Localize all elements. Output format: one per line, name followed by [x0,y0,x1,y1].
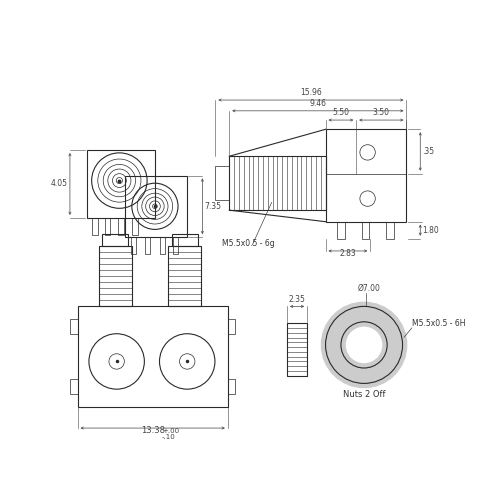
Text: -.10: -.10 [162,434,175,440]
Text: 15.96: 15.96 [300,88,322,97]
Text: 9.46: 9.46 [310,98,326,108]
Bar [130,237,136,254]
Bar [172,234,198,246]
Bar [337,222,345,238]
Text: Nuts 2 Off: Nuts 2 Off [343,390,386,400]
Bar [326,130,406,222]
Bar [228,379,235,394]
Bar [70,379,78,394]
Text: 1.80: 1.80 [422,226,440,234]
Bar [173,237,178,254]
Bar [70,318,78,334]
Text: 7.35: 7.35 [204,202,222,211]
Bar [118,218,124,235]
Text: 3.50: 3.50 [373,108,390,117]
Text: 13.38: 13.38 [140,426,164,435]
Bar [92,218,98,235]
Text: 4.05: 4.05 [50,180,68,188]
Text: 2.83: 2.83 [340,249,356,258]
Text: 5.50: 5.50 [332,108,349,117]
Bar [99,246,132,306]
Bar [228,318,235,334]
Bar [168,246,201,306]
Bar [104,218,110,235]
Bar [230,156,326,210]
Bar [362,222,370,238]
Bar [386,222,394,238]
Bar [132,218,138,235]
Bar [160,237,166,254]
Text: .35: .35 [422,147,434,156]
Text: M5.5x0.5 - 6H: M5.5x0.5 - 6H [412,320,466,328]
Bar [126,176,187,237]
Text: Ø7.00: Ø7.00 [358,284,381,293]
Text: 2.35: 2.35 [288,295,306,304]
Bar [144,237,150,254]
Bar [87,150,154,218]
Bar [287,324,307,376]
Bar [216,166,230,200]
Bar [102,234,128,246]
Text: +.00: +.00 [162,428,179,434]
Bar [78,306,228,406]
Text: M5.5x0.5 - 6g: M5.5x0.5 - 6g [222,240,274,248]
